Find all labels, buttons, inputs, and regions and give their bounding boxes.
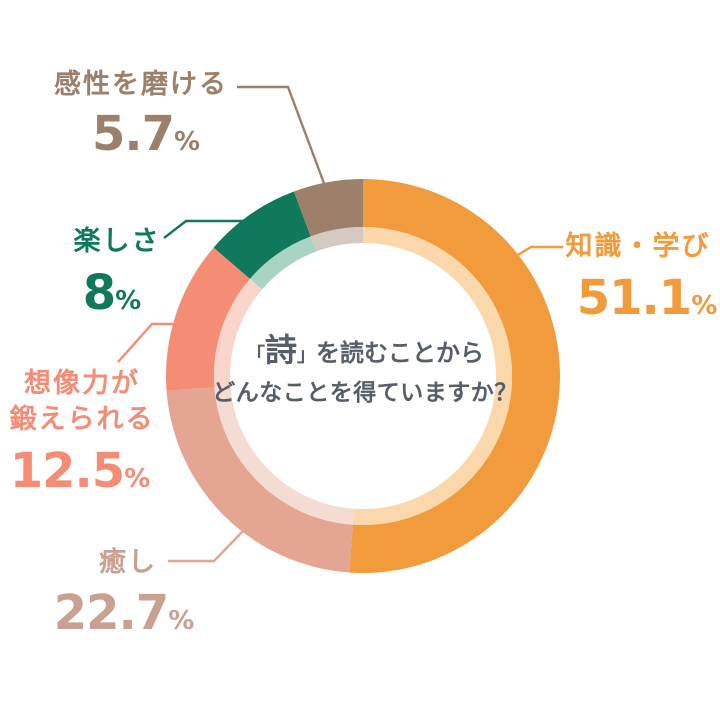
donut-segment-inner-2 [213,278,263,388]
segment-value-healing: 22.7% [54,589,195,637]
value-number: 5.7 [91,106,175,162]
donut-segment-outer-0 [349,179,560,573]
donut-segment-inner-1 [214,386,354,525]
percent-sign: % [173,127,201,157]
donut-segment-outer-1 [166,387,353,573]
segment-value-knowledge: 51.1% [577,274,718,322]
donut-segment-outer-2 [166,247,250,391]
segment-label-healing: 癒し [99,547,157,578]
value-number: 8 [82,265,116,321]
segment-label-knowledge: 知識・学び [565,231,711,262]
leader-line-1 [168,529,245,563]
percent-sign: % [168,606,195,636]
value-number: 51.1 [576,270,692,326]
segment-value-sensitivity: 5.7% [92,110,200,158]
open-bracket: 「 [245,344,265,366]
title-emphasis: 詩 [264,331,297,369]
percent-sign: % [115,286,142,316]
donut-segment-inner-4 [310,227,363,252]
value-number: 12.5 [9,443,125,499]
leader-line-3 [163,219,247,239]
percent-sign: % [691,291,718,321]
donut-segment-outer-4 [293,179,363,237]
leader-line-4 [237,85,327,187]
donut-segment-inner-3 [250,236,317,290]
segment-value-fun: 8% [83,269,141,317]
label-line-1: 想像力が [24,368,140,399]
label-line-2: 鍛えられる [9,404,155,435]
segment-label-imagination: 想像力が 鍛えられる [10,366,155,438]
donut-segment-outer-3 [213,191,311,279]
chart-title-line-1: 「詩」を読むことから [195,334,535,366]
segment-label-fun: 楽しさ [73,226,161,257]
chart-title-line-2: どんなことを得ていますか？ [212,380,518,406]
segment-label-sensitivity: 感性を磨ける [54,69,228,100]
leader-line-2 [117,322,173,363]
percent-sign: % [124,464,151,494]
segment-value-imagination: 12.5% [10,447,151,495]
close-bracket: 」を読むことから [297,339,485,367]
leader-line-0 [512,245,563,260]
value-number: 22.7 [53,585,169,641]
